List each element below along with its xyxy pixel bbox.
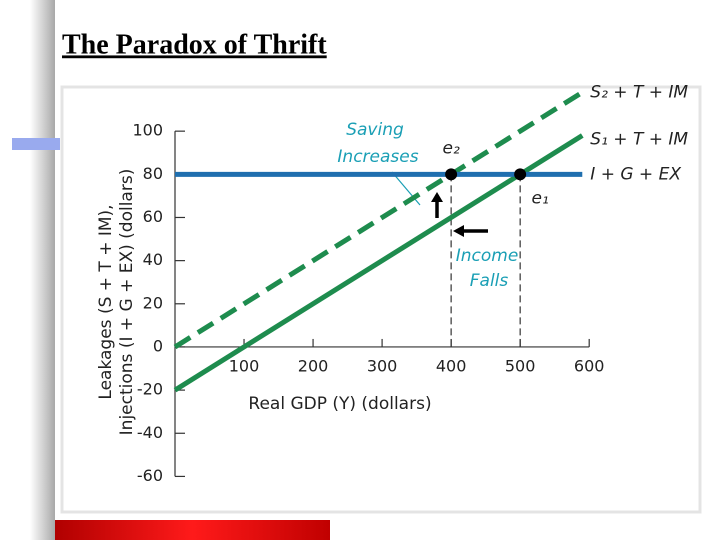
point <box>445 168 458 181</box>
point <box>514 168 527 181</box>
y-tick-label: 20 <box>143 293 163 312</box>
series-label: S₂ + T + IM <box>590 82 688 102</box>
x-tick-label: 600 <box>574 356 605 375</box>
annotation: Income <box>456 246 519 266</box>
y-tick-label: 100 <box>132 121 163 140</box>
x-tick-label: 100 <box>229 356 260 375</box>
chart-frame <box>60 85 702 514</box>
up-arrow-head <box>431 192 443 202</box>
y-axis-title: Injections (I + G + EX) (dollars) <box>117 169 137 436</box>
left-arrow-head <box>453 225 464 237</box>
red-bar <box>55 520 330 540</box>
point-label: e₂ <box>442 138 459 158</box>
side-bar <box>30 0 55 540</box>
annotation: Falls <box>470 271 509 291</box>
y-tick-label: -20 <box>137 380 163 399</box>
y-tick-label: 40 <box>143 250 163 269</box>
x-tick-label: 500 <box>505 356 536 375</box>
series-label: I + G + EX <box>590 164 681 184</box>
y-tick-label: 0 <box>153 336 163 355</box>
blue-accent <box>12 138 60 150</box>
series-line <box>173 133 584 393</box>
chart-title: The Paradox of Thrift <box>62 29 327 60</box>
x-tick-label: 200 <box>298 356 329 375</box>
y-tick-label: 60 <box>143 207 163 226</box>
y-tick-label: -40 <box>137 423 163 442</box>
x-axis-title: Real GDP (Y) (dollars) <box>248 394 431 414</box>
annotation: Increases <box>337 147 418 167</box>
x-tick-label: 400 <box>436 356 467 375</box>
x-tick-label: 300 <box>367 356 398 375</box>
point-label: e₁ <box>532 188 549 208</box>
y-tick-label: -60 <box>137 466 163 485</box>
series-label: S₁ + T + IM <box>590 129 688 149</box>
y-axis-title: Leakages (S + T + IM), <box>96 204 116 399</box>
y-tick-label: 80 <box>143 164 163 183</box>
annotation: Saving <box>346 120 404 140</box>
